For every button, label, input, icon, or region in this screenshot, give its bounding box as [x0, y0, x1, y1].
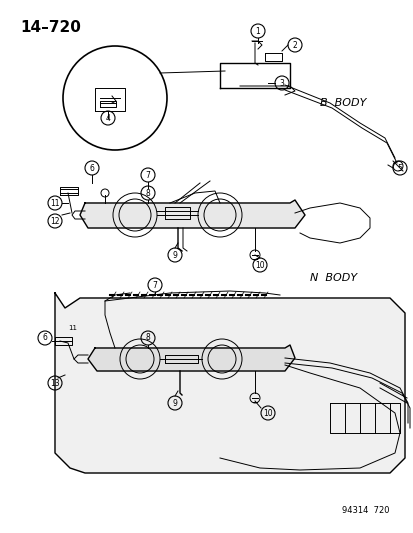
Text: 10: 10 — [263, 408, 272, 417]
Text: 12: 12 — [50, 216, 59, 225]
Text: 1: 1 — [255, 27, 260, 36]
Text: 8: 8 — [145, 334, 150, 343]
Text: 94314  720: 94314 720 — [342, 506, 389, 515]
Text: 14–720: 14–720 — [20, 20, 81, 35]
Text: 13: 13 — [50, 378, 59, 387]
Text: 11: 11 — [68, 325, 77, 331]
Text: 6: 6 — [43, 334, 47, 343]
Text: N  BODY: N BODY — [309, 273, 356, 283]
Text: 7: 7 — [152, 280, 157, 289]
Text: B  BODY: B BODY — [319, 98, 366, 108]
Text: 8: 8 — [145, 189, 150, 198]
Polygon shape — [88, 345, 294, 371]
Text: 7: 7 — [145, 171, 150, 180]
Text: 9: 9 — [172, 251, 177, 260]
Text: 4: 4 — [105, 114, 110, 123]
Text: 9: 9 — [172, 399, 177, 408]
Text: 10: 10 — [254, 261, 264, 270]
Text: 11: 11 — [50, 198, 59, 207]
Polygon shape — [55, 293, 404, 473]
Text: 5: 5 — [396, 164, 401, 173]
Text: 6: 6 — [89, 164, 94, 173]
Text: 3: 3 — [279, 78, 284, 87]
Polygon shape — [80, 200, 304, 228]
Text: 2: 2 — [292, 41, 297, 50]
